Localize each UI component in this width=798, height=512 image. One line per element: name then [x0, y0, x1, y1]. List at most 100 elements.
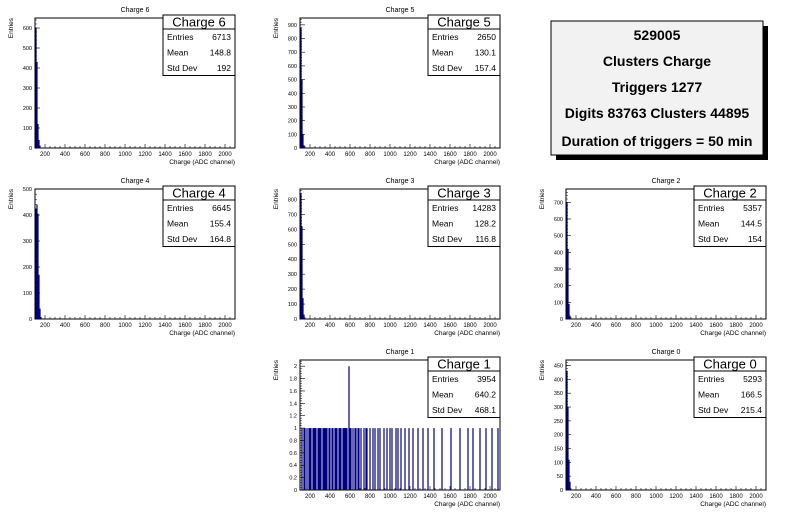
- histogram-bar: [332, 428, 334, 490]
- y-axis-label: Entries: [8, 17, 15, 38]
- histogram-title: Charge 4: [121, 178, 150, 185]
- histogram-bar: [301, 226, 303, 319]
- histogram-bar: [363, 428, 365, 490]
- x-tick-label: 1000: [118, 323, 132, 329]
- histogram-title: Charge 3: [386, 178, 415, 185]
- y-tick-label: 700: [554, 200, 563, 206]
- x-tick-label: 1400: [689, 494, 703, 500]
- y-tick-label: 700: [288, 212, 297, 218]
- y-axis-label: Entries: [273, 188, 280, 209]
- y-tick-label: 600: [288, 227, 297, 233]
- stats-std-dev-label: Std Dev: [167, 234, 198, 244]
- x-tick-label: 1800: [463, 323, 477, 329]
- stats-std-dev-value: 215.4: [741, 405, 763, 415]
- x-tick-label: 1600: [709, 494, 723, 500]
- histogram-bar: [324, 428, 326, 490]
- x-tick-label: 1400: [423, 323, 437, 329]
- histogram-bar: [314, 428, 316, 490]
- stats-std-dev-value: 157.4: [475, 63, 497, 73]
- stats-mean-value: 166.5: [741, 390, 763, 400]
- histogram-panel: 200 400 600 800 1000 1200 1400 1600 1800 2000 0 100…: [8, 178, 236, 337]
- histogram-bar: [38, 274, 40, 319]
- stats-title: Charge 0: [703, 357, 756, 372]
- histogram-title: Charge 5: [386, 7, 415, 14]
- y-tick-label: 0: [29, 146, 32, 152]
- x-tick-label: 200: [40, 152, 51, 158]
- y-tick-label: 0: [560, 488, 563, 494]
- info-run-number: 529005: [634, 27, 681, 43]
- y-tick-label: 500: [23, 187, 32, 193]
- x-tick-label: 1600: [178, 323, 192, 329]
- info-box-frame: [550, 20, 764, 156]
- histogram-bar: [417, 428, 419, 490]
- histogram-bar: [372, 428, 374, 490]
- y-tick-label: 200: [288, 287, 297, 293]
- histogram-bar: [569, 315, 571, 319]
- y-tick-label: 1.6: [289, 389, 297, 395]
- x-tick-label: 1600: [443, 152, 457, 158]
- histogram-bar: [335, 428, 337, 490]
- histogram-bar: [320, 428, 322, 490]
- histogram-panel: 200 400 600 800 1000 1200 1400 1600 1800 2000 0 100…: [539, 178, 767, 337]
- histogram-bar: [303, 145, 305, 148]
- x-axis-label: Charge (ADC channel): [169, 330, 235, 337]
- histogram-bar: [345, 428, 347, 490]
- histogram-bar: [302, 134, 304, 148]
- x-tick-label: 2000: [218, 323, 232, 329]
- stats-std-dev-label: Std Dev: [167, 63, 198, 73]
- histogram-bar: [365, 428, 367, 490]
- y-tick-label: 0.4: [289, 463, 297, 469]
- histogram-bar: [344, 428, 346, 490]
- stats-std-dev-label: Std Dev: [432, 234, 463, 244]
- x-axis-label: Charge (ADC channel): [434, 501, 500, 508]
- x-tick-label: 1800: [463, 494, 477, 500]
- histogram-bar: [400, 428, 402, 490]
- histogram-bar: [354, 428, 356, 490]
- y-tick-label: 0.6: [289, 451, 297, 457]
- y-tick-label: 300: [288, 272, 297, 278]
- x-tick-label: 1400: [158, 152, 172, 158]
- stats-entries-label: Entries: [432, 203, 458, 213]
- histogram-bar: [422, 428, 424, 490]
- stats-title: Charge 1: [437, 357, 490, 372]
- histogram-title: Charge 2: [652, 178, 681, 185]
- y-tick-label: 1.8: [289, 377, 297, 383]
- stats-title: Charge 3: [437, 186, 490, 201]
- histogram-bar: [386, 428, 388, 490]
- stats-entries-label: Entries: [698, 203, 724, 213]
- x-tick-label: 600: [345, 152, 356, 158]
- histogram-bar: [326, 428, 328, 490]
- stats-mean-value: 144.5: [741, 219, 763, 229]
- stats-box: [162, 14, 236, 76]
- histogram-bar: [338, 428, 340, 490]
- y-tick-label: 200: [554, 284, 563, 290]
- histogram-bar: [40, 316, 42, 319]
- histogram-bar: [566, 371, 568, 490]
- y-axis-label: Entries: [273, 17, 280, 38]
- x-tick-label: 400: [325, 323, 336, 329]
- y-tick-label: 0: [294, 488, 297, 494]
- histogram-bar: [346, 428, 348, 490]
- y-tick-label: 300: [23, 239, 32, 245]
- histogram-bar: [310, 428, 312, 490]
- histogram-bar: [322, 428, 324, 490]
- x-tick-label: 1800: [198, 323, 212, 329]
- histogram-bar: [309, 428, 311, 490]
- x-tick-label: 1800: [463, 152, 477, 158]
- stats-entries-value: 5357: [743, 203, 762, 213]
- x-tick-label: 1000: [383, 494, 397, 500]
- histogram-bar: [350, 428, 352, 490]
- histogram-bar: [304, 428, 306, 490]
- y-tick-label: 300: [554, 267, 563, 273]
- stats-box: [427, 185, 501, 247]
- stats-std-dev-value: 468.1: [475, 405, 497, 415]
- x-tick-label: 1600: [443, 323, 457, 329]
- y-tick-label: 100: [554, 460, 563, 466]
- histogram-bar: [36, 62, 38, 148]
- stats-mean-value: 155.4: [210, 219, 232, 229]
- histogram-bar: [366, 428, 368, 490]
- stats-entries-label: Entries: [167, 32, 193, 42]
- y-tick-label: 800: [288, 197, 297, 203]
- stats-box: [427, 356, 501, 418]
- y-tick-label: 400: [288, 91, 297, 97]
